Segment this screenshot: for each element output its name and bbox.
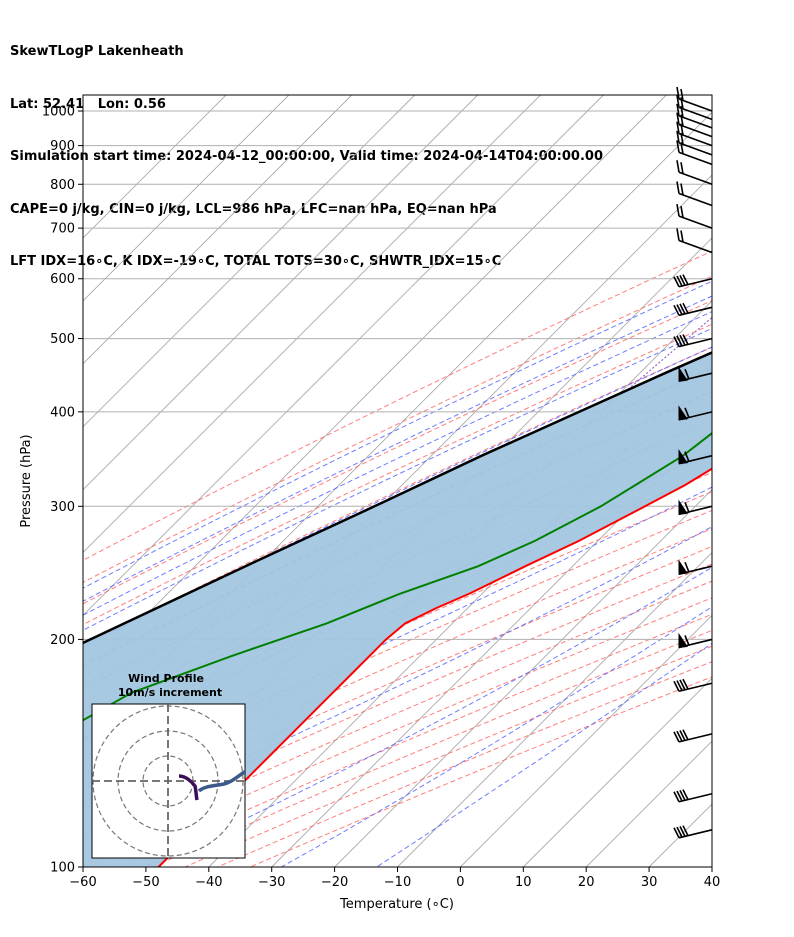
x-tick-label: −30 <box>258 875 285 890</box>
y-tick-label: 500 <box>50 332 75 347</box>
hodograph-lower <box>178 774 199 801</box>
y-tick-label: 100 <box>50 861 75 876</box>
cape-line: CAPE=0 j/kg, CIN=0 j/kg, LCL=986 hPa, LF… <box>10 201 497 217</box>
y-tick-label: 800 <box>50 178 75 193</box>
chart-header: SkewTLogP Lakenheath Lat: 52.41 Lon: 0.5… <box>10 8 603 288</box>
dry-adiabat <box>83 491 712 775</box>
wind-barb <box>678 559 713 575</box>
temperature-line <box>157 467 712 867</box>
wind-barb <box>676 228 713 254</box>
moist-adiabat <box>83 526 712 836</box>
dry-adiabat <box>83 300 712 605</box>
isotherm-line <box>334 488 712 867</box>
isotherm-line <box>711 866 712 867</box>
isotherm-line <box>460 614 712 867</box>
x-tick-label: −60 <box>69 875 96 890</box>
moist-adiabat <box>83 346 712 648</box>
wind-profile-inset: Wind Profile 10m/s increment <box>91 672 246 859</box>
wind-barb <box>673 302 713 317</box>
isotherm-line <box>83 95 416 428</box>
isotherm-line <box>83 95 478 491</box>
isotherm-line <box>397 551 712 867</box>
parcel-profile-line <box>83 351 712 645</box>
index-line: LFT IDX=16∘C, K IDX=-19∘C, TOTAL TOTS=30… <box>10 254 502 269</box>
wind-barb <box>676 181 713 207</box>
chart-title: SkewTLogP Lakenheath <box>10 44 184 59</box>
location-line: Lat: 52.41 Lon: 0.56 <box>10 96 166 112</box>
x-tick-label: −10 <box>384 875 411 890</box>
wind-barb <box>676 103 713 129</box>
x-tick-label: 10 <box>515 875 532 890</box>
isotherm-line <box>83 95 604 617</box>
dewpoint-line <box>83 431 712 722</box>
wind-barb <box>678 405 713 421</box>
isotherm-line <box>83 95 227 239</box>
dry-adiabat <box>83 528 712 808</box>
wind-barb <box>673 334 713 348</box>
wind-barbs <box>673 86 713 839</box>
moist-adiabat <box>83 311 712 616</box>
x-tick-label: 40 <box>704 875 721 890</box>
isotherm-line <box>775 95 794 867</box>
y-tick-label: 900 <box>50 139 75 154</box>
wind-barb <box>676 95 713 121</box>
y-tick-label: 200 <box>50 633 75 648</box>
inset-subtitle: 10m/s increment <box>118 686 222 699</box>
x-tick-label: −40 <box>195 875 222 890</box>
wind-barb <box>678 449 713 465</box>
y-axis-ticks: 1000 900 800 700 600 500 400 300 200 100 <box>42 105 83 876</box>
wind-barb <box>678 366 713 382</box>
wind-barb <box>673 789 713 803</box>
wind-barb <box>676 140 713 166</box>
hodograph-upper <box>197 769 245 793</box>
inset-title: Wind Profile <box>128 672 204 685</box>
x-tick-label: −50 <box>132 875 159 890</box>
x-tick-label: 30 <box>641 875 658 890</box>
time-line: Simulation start time: 2024-04-12_00:00:… <box>10 149 603 164</box>
isotherm-line <box>522 677 712 867</box>
moist-adiabat <box>83 327 712 631</box>
wind-barb <box>673 678 713 693</box>
isotherm-line <box>83 95 541 554</box>
x-axis-label: Temperature (∘C) <box>339 897 454 912</box>
isotherm-line <box>83 95 353 365</box>
wind-barb <box>676 112 713 138</box>
wind-barb <box>678 632 713 649</box>
y-tick-label: 1000 <box>42 105 75 120</box>
dry-adiabat <box>83 250 712 561</box>
wind-barb <box>673 825 713 839</box>
wind-barb <box>676 121 713 147</box>
dry-adiabat <box>83 346 712 646</box>
wind-barb <box>678 499 713 516</box>
wind-barb <box>673 274 713 288</box>
wind-barb <box>676 160 713 186</box>
wind-barb <box>676 203 713 229</box>
isotherm-line <box>83 95 667 679</box>
wind-barb <box>673 729 713 743</box>
wind-barb <box>676 130 713 156</box>
moist-adiabat <box>83 486 712 787</box>
y-tick-label: 400 <box>50 405 75 420</box>
x-tick-label: −20 <box>321 875 348 890</box>
y-tick-label: 300 <box>50 500 75 515</box>
isotherm-line <box>83 95 290 302</box>
y-axis-label: Pressure (hPa) <box>19 434 34 527</box>
x-axis-ticks: −60 −50 −40 −30 −20 −10 0 10 20 30 40 <box>69 867 720 890</box>
x-tick-label: 0 <box>456 875 464 890</box>
y-tick-label: 600 <box>50 272 75 287</box>
x-tick-label: 20 <box>578 875 595 890</box>
y-tick-label: 700 <box>50 222 75 237</box>
